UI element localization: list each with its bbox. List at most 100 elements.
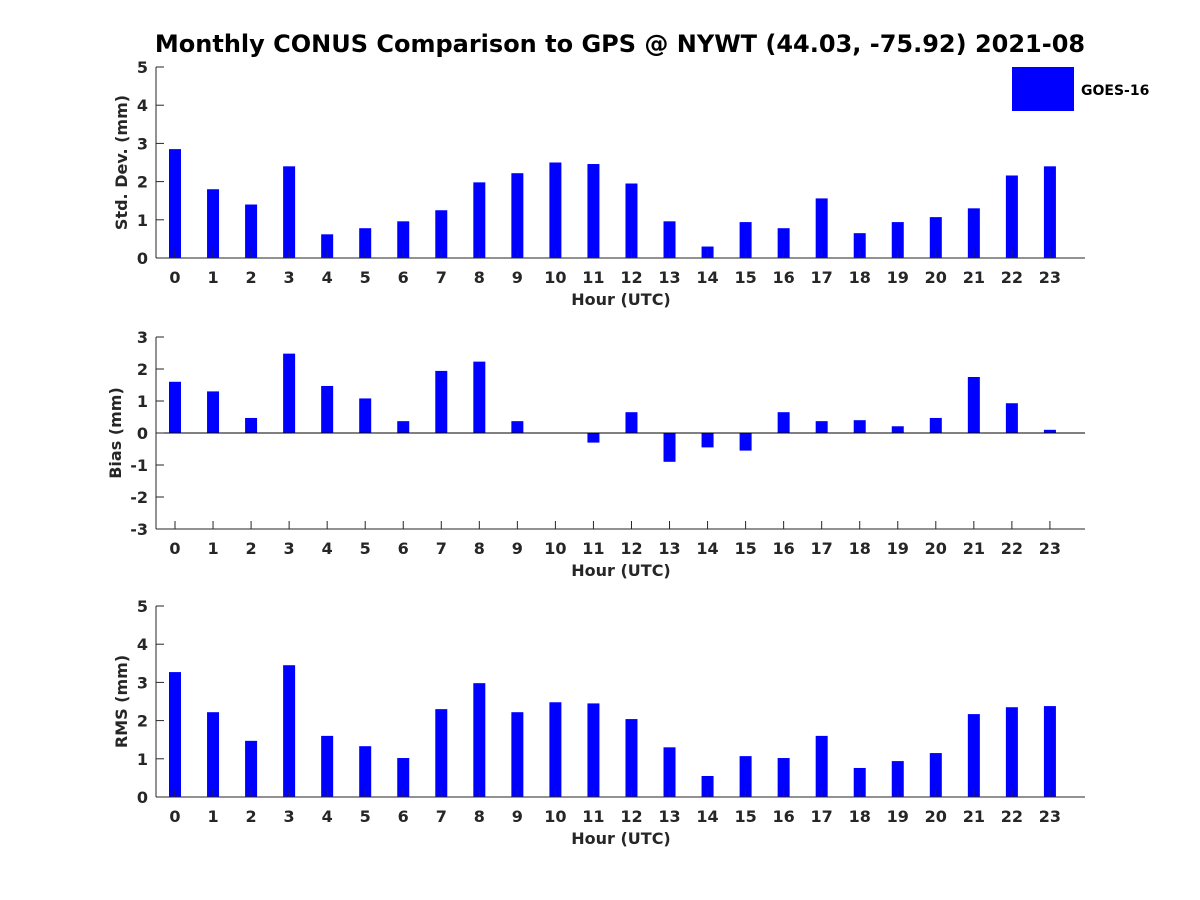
std-bar-16: [777, 228, 790, 258]
std-xtick-label: 19: [887, 268, 909, 287]
rms-xtick-label: 13: [658, 807, 680, 826]
std-xtick-label: 1: [207, 268, 218, 287]
rms-xtick-label: 7: [436, 807, 447, 826]
std-xtick-label: 20: [925, 268, 947, 287]
bias-bar-1: [207, 391, 220, 433]
rms-xtick-label: 12: [620, 807, 642, 826]
bias-bar-16: [777, 412, 790, 433]
rms-xtick-label: 1: [207, 807, 218, 826]
bias-bar-12: [625, 412, 638, 433]
rms-ytick-label: 2: [137, 712, 148, 731]
bias-xtick-label: 6: [398, 539, 409, 558]
std-xtick-label: 13: [658, 268, 680, 287]
std-bar-22: [1005, 175, 1018, 258]
std-ylabel: Std. Dev. (mm): [112, 95, 131, 230]
rms-bar-10: [549, 702, 562, 797]
std-bar-10: [549, 162, 562, 258]
rms-xtick-label: 0: [169, 807, 180, 826]
bias-xtick-label: 21: [963, 539, 985, 558]
bias-xtick-label: 16: [773, 539, 795, 558]
std-bar-6: [397, 221, 410, 258]
std-xtick-label: 17: [811, 268, 833, 287]
std-xtick-label: 4: [322, 268, 333, 287]
rms-bar-4: [321, 735, 334, 797]
bias-bar-13: [663, 433, 676, 462]
bias-xtick-label: 5: [360, 539, 371, 558]
std-bar-3: [283, 166, 296, 258]
legend-label: GOES-16: [1081, 83, 1149, 99]
bias-xtick-label: 9: [512, 539, 523, 558]
bias-xtick-label: 4: [322, 539, 333, 558]
std-xtick-label: 18: [849, 268, 871, 287]
std-bar-8: [473, 182, 486, 258]
std-bar-7: [435, 210, 448, 258]
rms-xtick-label: 15: [734, 807, 756, 826]
rms-bar-23: [1043, 706, 1056, 797]
std-bar-18: [853, 233, 866, 258]
std-bar-9: [511, 173, 524, 258]
rms-xtick-label: 8: [474, 807, 485, 826]
bias-xtick-label: 15: [734, 539, 756, 558]
bias-xtick-label: 18: [849, 539, 871, 558]
std-xtick-label: 5: [360, 268, 371, 287]
bias-bar-22: [1005, 403, 1018, 433]
bias-bar-6: [397, 421, 410, 433]
bias-ytick-label: 2: [137, 360, 148, 379]
rms-xtick-label: 21: [963, 807, 985, 826]
bias-bar-9: [511, 421, 524, 433]
bias-xtick-label: 2: [246, 539, 257, 558]
bias-xtick-label: 7: [436, 539, 447, 558]
rms-ylabel: RMS (mm): [112, 655, 131, 748]
bias-bar-3: [283, 353, 296, 433]
bias-ytick-label: 3: [137, 328, 148, 347]
std-bar-0: [169, 149, 181, 258]
std-ytick-label: 5: [137, 58, 148, 77]
rms-bar-15: [739, 756, 752, 797]
std-ytick-label: 3: [137, 134, 148, 153]
std-xtick-label: 8: [474, 268, 485, 287]
bias-bar-11: [587, 433, 600, 443]
std-xtick-label: 12: [620, 268, 642, 287]
rms-xtick-label: 14: [696, 807, 718, 826]
bias-bar-7: [435, 370, 448, 433]
std-bar-21: [967, 208, 980, 258]
rms-ytick-label: 4: [137, 635, 148, 654]
bias-xlabel: Hour (UTC): [571, 561, 671, 580]
bias-xtick-label: 11: [582, 539, 604, 558]
bias-xtick-label: 20: [925, 539, 947, 558]
std-xtick-label: 11: [582, 268, 604, 287]
bias-xtick-label: 14: [696, 539, 718, 558]
rms-bar-6: [397, 758, 410, 797]
bias-xtick-label: 19: [887, 539, 909, 558]
std-xtick-label: 7: [436, 268, 447, 287]
std-xtick-label: 15: [734, 268, 756, 287]
rms-xtick-label: 4: [322, 807, 333, 826]
std-ytick-label: 4: [137, 96, 148, 115]
std-bar-4: [321, 234, 334, 258]
rms-bar-9: [511, 712, 524, 797]
rms-bar-13: [663, 747, 676, 797]
rms-xtick-label: 16: [773, 807, 795, 826]
bias-bar-2: [245, 417, 258, 433]
rms-xtick-label: 6: [398, 807, 409, 826]
rms-bar-2: [245, 740, 258, 797]
bias-ylabel: Bias (mm): [106, 387, 125, 479]
bias-bar-17: [815, 421, 828, 433]
std-xtick-label: 10: [544, 268, 566, 287]
std-bar-5: [359, 228, 372, 258]
std-xtick-label: 9: [512, 268, 523, 287]
bias-ytick-label: 0: [137, 424, 148, 443]
std-bar-19: [891, 222, 904, 258]
rms-xlabel: Hour (UTC): [571, 829, 671, 848]
std-bar-11: [587, 164, 600, 258]
std-bar-1: [207, 189, 220, 258]
rms-xtick-label: 3: [284, 807, 295, 826]
bias-bar-19: [891, 426, 904, 433]
std-bar-17: [815, 198, 828, 258]
rms-xtick-label: 19: [887, 807, 909, 826]
rms-xtick-label: 17: [811, 807, 833, 826]
rms-bar-1: [207, 712, 220, 797]
bias-ytick-label: -2: [130, 488, 148, 507]
rms-xtick-label: 18: [849, 807, 871, 826]
